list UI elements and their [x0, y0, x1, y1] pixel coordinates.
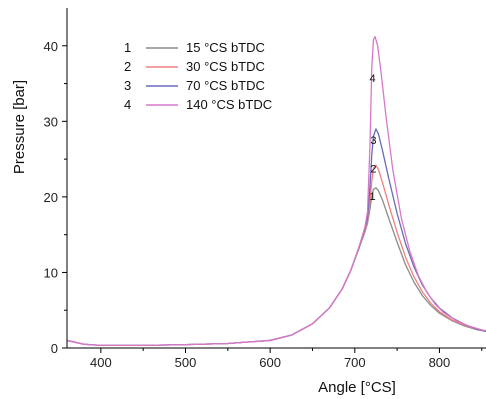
y-tick-label-10: 10: [44, 265, 58, 280]
ticks: 400 500 600 700 800 0 10 20 30 40: [44, 39, 483, 370]
legend-index-1: 1: [124, 40, 131, 55]
y-tick-label-30: 30: [44, 114, 58, 129]
series-line-2: [66, 164, 486, 347]
x-axis-title: Angle [°CS]: [318, 379, 396, 396]
legend-index-4: 4: [124, 97, 131, 112]
x-tick-label-800: 800: [429, 355, 451, 370]
legend-label-2: 30 °CS bTDC: [186, 59, 265, 74]
curve-label-1: 1: [370, 191, 376, 203]
plot-curves: [66, 36, 486, 347]
x-tick-label-600: 600: [259, 355, 281, 370]
curve-label-2: 2: [370, 164, 376, 176]
legend-index-2: 2: [124, 59, 131, 74]
legend-label-3: 70 °CS bTDC: [186, 78, 265, 93]
legend-label-4: 140 °CS bTDC: [186, 97, 272, 112]
y-tick-label-40: 40: [44, 39, 58, 54]
x-tick-label-500: 500: [175, 355, 197, 370]
axes: [66, 8, 486, 349]
legend-label-1: 15 °CS bTDC: [186, 40, 265, 55]
y-axis-title: Pressure [bar]: [11, 80, 28, 174]
series-line-3: [66, 128, 486, 347]
x-tick-label-700: 700: [344, 355, 366, 370]
x-tick-label-400: 400: [90, 355, 112, 370]
legend-index-3: 3: [124, 78, 131, 93]
y-tick-label-0: 0: [51, 341, 58, 356]
y-tick-label-20: 20: [44, 190, 58, 205]
curve-label-4: 4: [370, 73, 376, 85]
curve-label-3: 3: [370, 135, 376, 147]
series-line-4: [66, 36, 486, 347]
series-line-1: [66, 187, 486, 347]
curve-labels: 4 3 2 1: [370, 73, 377, 203]
legend: 1 15 °CS bTDC 2 30 °CS bTDC 3 70 °CS bTDC 4 140…: [124, 40, 272, 112]
